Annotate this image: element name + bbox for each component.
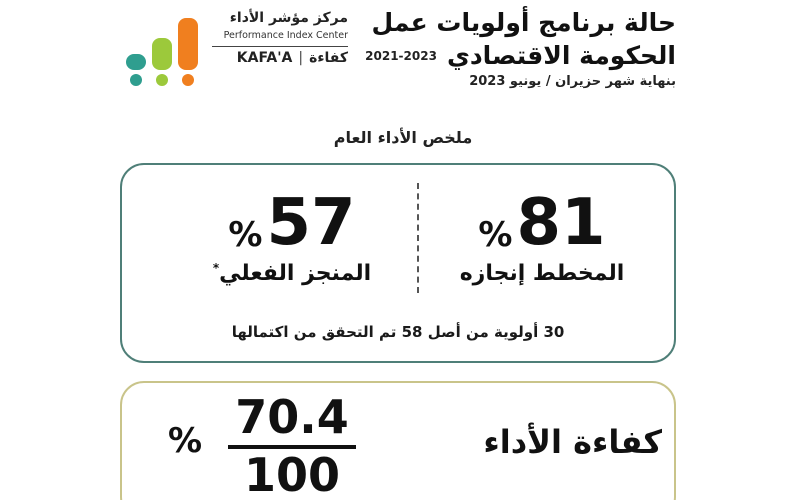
efficiency-fraction-bar (228, 445, 356, 449)
logo: مركز مؤشر الأداء Performance Index Cente… (124, 10, 348, 90)
date-line: بنهاية شهر حزيران / يونيو 2023 (469, 74, 676, 89)
actual-stat: % 57 المنجز الفعلي* (192, 179, 392, 286)
summary-note: 30 أولوية من أصل 58 تم التحقق من اكتماله… (231, 323, 565, 341)
actual-label: المنجز الفعلي (219, 261, 372, 286)
logo-separator: | (298, 50, 304, 66)
title-line-2-row: الحكومة الاقتصادي 2021-2023 (346, 40, 676, 72)
years-range: 2021-2023 (365, 49, 437, 63)
summary-title: ملخص الأداء العام (333, 128, 473, 147)
efficiency-numerator: 70.4 (235, 390, 349, 444)
planned-label: المخطط إنجازه (459, 261, 625, 286)
logo-brand-en: KAFA'A (236, 50, 293, 66)
efficiency-denominator: 100 (243, 448, 341, 500)
efficiency-percent-sign: % (168, 421, 203, 461)
title-line-2: الحكومة الاقتصادي (446, 41, 676, 70)
actual-percent-sign: % (228, 215, 263, 255)
actual-label-row: المنجز الفعلي* (192, 261, 392, 286)
actual-value: 57 (266, 186, 356, 260)
title-line-1: حالة برنامج أولويات عمل (371, 8, 677, 37)
planned-value-row: % 81 (442, 179, 642, 259)
infographic-page: حالة برنامج أولويات عمل الحكومة الاقتصاد… (118, 0, 688, 500)
summary-card: % 81 المخطط إنجازه % 57 المنجز الفعلي* 3… (120, 163, 676, 363)
logo-name-ar: مركز مؤشر الأداء (229, 10, 348, 26)
summary-divider (417, 183, 419, 293)
actual-marker: * (212, 261, 220, 275)
logo-brand-ar: كفاءة (309, 50, 348, 66)
planned-stat: % 81 المخطط إنجازه (442, 179, 642, 286)
planned-value: 81 (516, 186, 606, 260)
efficiency-label: كفاءة الأداء (483, 423, 662, 461)
logo-text: مركز مؤشر الأداء Performance Index Cente… (212, 10, 348, 66)
logo-bars-icon (126, 18, 198, 86)
efficiency-card: كفاءة الأداء 70.4 100 % (120, 381, 676, 500)
logo-brand-row: KAFA'A | كفاءة (212, 50, 348, 66)
header-title-block: حالة برنامج أولويات عمل الحكومة الاقتصاد… (346, 6, 676, 89)
efficiency-fraction: 70.4 100 (222, 391, 362, 500)
logo-name-en: Performance Index Center (223, 30, 348, 41)
actual-value-row: % 57 (192, 179, 392, 259)
planned-percent-sign: % (478, 215, 513, 255)
logo-rule (212, 46, 348, 47)
